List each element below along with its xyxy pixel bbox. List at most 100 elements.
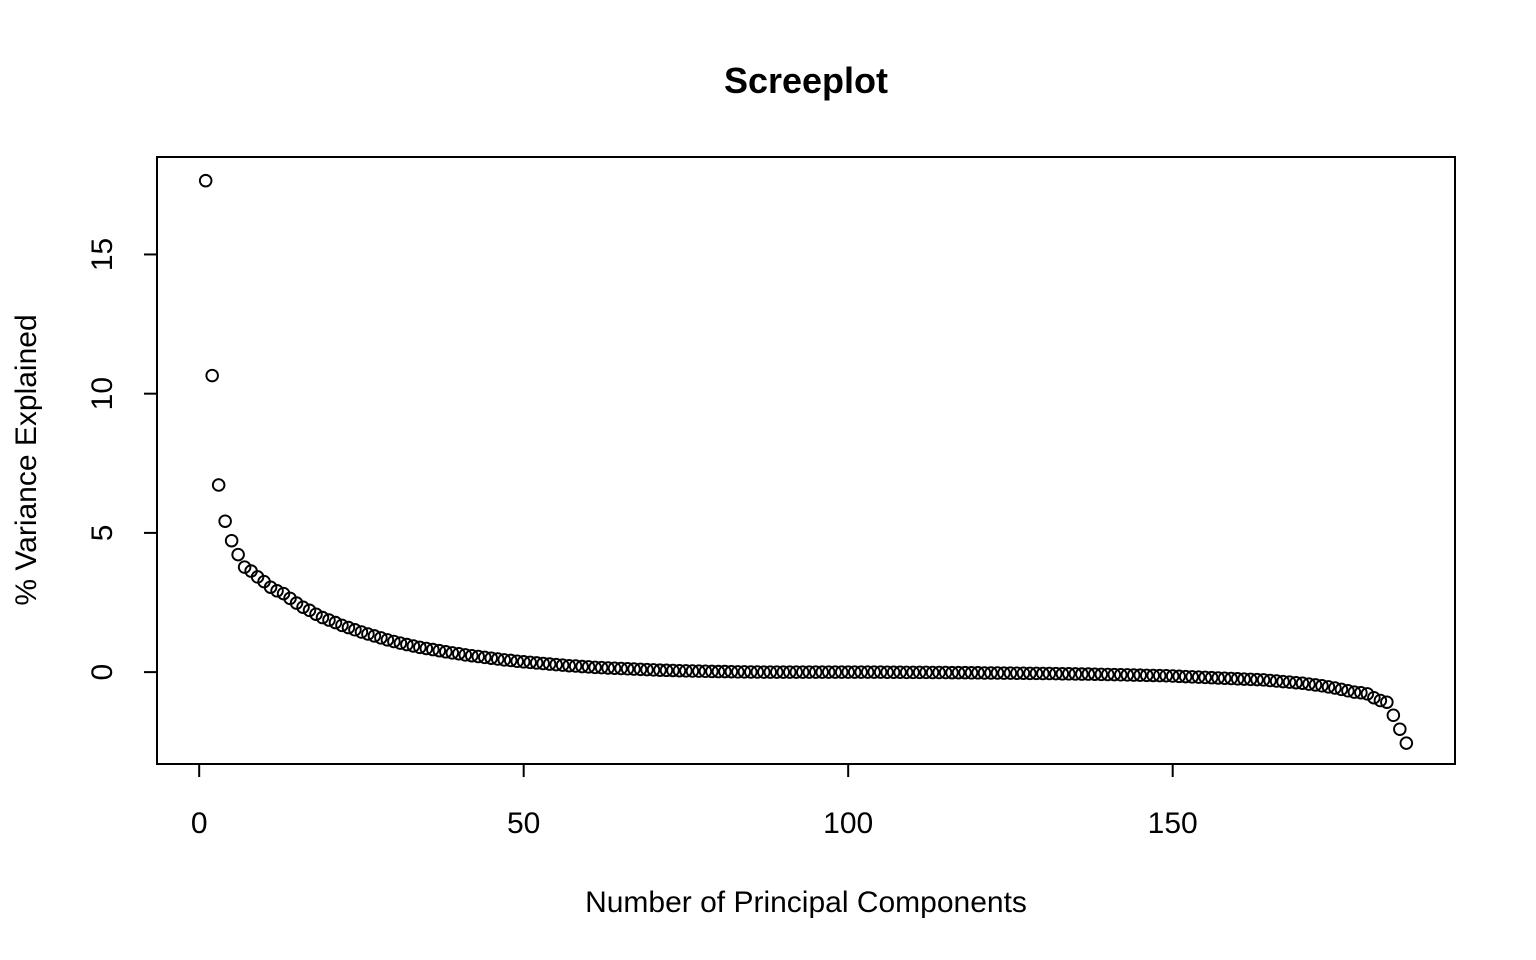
data-point <box>750 665 765 679</box>
data-point <box>322 613 336 627</box>
data-point <box>925 665 940 680</box>
data-point <box>348 623 362 637</box>
data-point <box>315 610 330 625</box>
data-point <box>1165 669 1180 683</box>
data-point <box>633 662 648 677</box>
data-point <box>1062 667 1076 681</box>
data-point <box>1114 668 1128 682</box>
data-point <box>335 618 349 633</box>
data-point <box>594 660 609 675</box>
data-point <box>1321 680 1336 694</box>
data-point <box>309 607 323 621</box>
data-point <box>919 665 933 680</box>
data-point <box>867 665 881 679</box>
data-point <box>452 646 466 661</box>
data-point <box>529 656 544 670</box>
data-point <box>1010 666 1024 680</box>
x-axis-label: Number of Principal Components <box>585 886 1027 919</box>
data-point <box>757 665 771 679</box>
data-point <box>1341 684 1355 698</box>
data-point <box>516 655 531 669</box>
data-point <box>1263 673 1277 688</box>
data-point <box>562 658 576 673</box>
data-point <box>1230 672 1245 686</box>
data-point <box>640 662 654 677</box>
data-point <box>1328 681 1342 695</box>
data-point <box>971 666 985 680</box>
y-tick-label: 5 <box>86 525 119 542</box>
x-axis: 0 50 100 150 <box>191 763 1198 840</box>
data-point <box>478 650 492 665</box>
data-point <box>536 656 550 671</box>
data-point <box>1055 667 1070 681</box>
data-point <box>711 664 726 679</box>
data-point <box>731 665 745 679</box>
data-point <box>1178 669 1193 684</box>
data-point <box>958 665 972 680</box>
data-point <box>1360 687 1375 701</box>
data-point <box>770 665 784 679</box>
data-point <box>1029 666 1044 681</box>
data-point <box>1088 667 1102 681</box>
data-point <box>737 665 752 679</box>
data-point <box>1211 671 1225 685</box>
data-point <box>666 663 680 678</box>
data-point <box>1308 678 1323 692</box>
y-axis-label: % Variance Explained <box>10 314 43 605</box>
data-point <box>854 665 868 679</box>
data-point <box>1269 674 1284 688</box>
data-point <box>465 648 479 663</box>
data-point <box>549 657 563 672</box>
data-point <box>510 654 524 669</box>
data-point <box>627 662 641 676</box>
data-point <box>400 637 414 652</box>
data-point <box>1003 666 1018 680</box>
data-point <box>354 625 369 639</box>
data-point <box>588 660 602 675</box>
data-point <box>1373 693 1388 708</box>
y-axis: 0 5 10 15 <box>86 238 158 680</box>
data-point <box>841 665 855 679</box>
data-point <box>341 620 356 635</box>
x-tick-label: 0 <box>191 807 208 840</box>
data-point <box>302 603 317 618</box>
x-tick-label: 150 <box>1148 807 1198 840</box>
data-point <box>1198 670 1212 685</box>
data-point <box>614 661 628 676</box>
data-point <box>1139 668 1154 683</box>
data-point <box>1204 670 1219 685</box>
data-point <box>1256 673 1271 687</box>
data-point <box>1367 690 1381 705</box>
data-point <box>951 665 966 680</box>
data-point <box>328 615 343 630</box>
data-point <box>899 665 914 680</box>
data-point <box>374 631 388 645</box>
data-point <box>542 657 557 671</box>
data-point <box>497 653 511 667</box>
data-point <box>977 666 992 680</box>
data-point <box>945 665 959 680</box>
data-point <box>581 660 596 674</box>
data-point <box>432 643 447 658</box>
data-point <box>224 533 239 548</box>
data-point <box>205 368 219 383</box>
data-point <box>1126 668 1141 682</box>
data-point <box>1101 667 1115 682</box>
data-point <box>783 665 797 679</box>
data-point <box>1146 668 1160 683</box>
data-point <box>555 658 570 672</box>
data-point <box>1224 671 1238 686</box>
data-point <box>646 663 661 677</box>
data-point <box>834 665 849 679</box>
data-point <box>1036 666 1050 681</box>
data-point <box>1217 671 1232 685</box>
data-point <box>1276 674 1290 689</box>
data-point <box>802 665 816 679</box>
data-point <box>380 633 395 647</box>
data-point <box>393 636 408 650</box>
data-point <box>413 640 427 655</box>
data-point <box>426 642 440 657</box>
data-point <box>685 664 700 678</box>
data-point <box>984 666 998 680</box>
